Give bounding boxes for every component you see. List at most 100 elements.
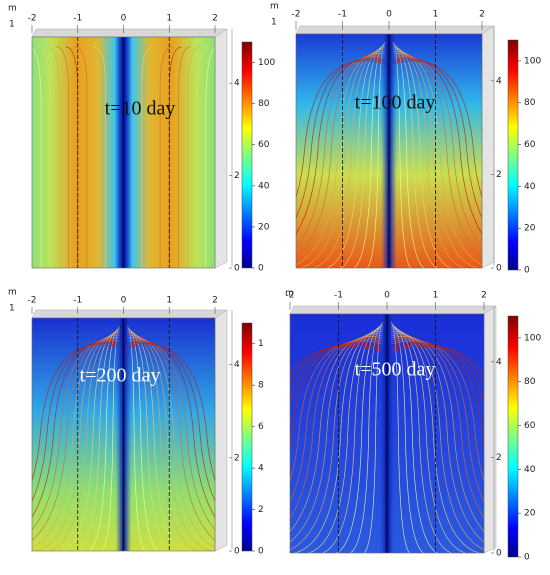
x-tick-label: 0 <box>386 10 392 20</box>
x-tick-label: -2 <box>28 296 37 306</box>
contour-line <box>390 331 480 553</box>
contour-line <box>159 46 173 268</box>
colorbar-tick-label: 80 <box>524 377 536 387</box>
contour-line <box>390 325 438 553</box>
corner-label: 1 <box>9 304 15 314</box>
colorbar-tick-label: 60 <box>524 421 536 431</box>
contour-line <box>313 49 386 268</box>
x-tick-label: -1 <box>73 14 82 24</box>
unit-label: m <box>270 2 279 12</box>
x-tick-label: -1 <box>338 10 347 20</box>
y-tick-label: 4 <box>234 360 240 370</box>
contour-line <box>84 46 97 268</box>
contour-line <box>127 336 215 549</box>
colorbar-tick-label: 20 <box>524 509 536 519</box>
colorbar-tick-label: 0 <box>258 264 264 274</box>
colorbar-tick-label: 40 <box>524 465 536 475</box>
x-tick-label: 2 <box>479 10 485 20</box>
y-tick-label: 4 <box>496 357 502 367</box>
contour-line <box>49 333 120 551</box>
colorbar <box>241 41 253 269</box>
y-tick-label: 4 <box>496 76 502 86</box>
colorbar-tick-label: 8 <box>258 381 264 391</box>
colorbar-tick-label: 60 <box>258 140 270 150</box>
panel: -2 -1 0 1 2 0 2 4 m 1 0 2 4 6 8 1 t=200 day <box>8 288 264 557</box>
colorbar <box>507 315 519 558</box>
contours <box>32 325 215 551</box>
y-tick-label: 0 <box>234 264 240 274</box>
contour-line <box>178 46 191 268</box>
colorbar-tick-label: 0 <box>524 266 530 276</box>
plot-frame <box>31 36 216 269</box>
y-tick-label: 2 <box>234 453 240 463</box>
x-tick-label: -1 <box>334 291 343 301</box>
box-top <box>295 25 495 35</box>
x-tick-label: 2 <box>212 296 218 306</box>
contour-line <box>56 46 69 268</box>
colorbar-tick-label: 100 <box>524 56 541 66</box>
box-top <box>289 305 497 315</box>
contour-line <box>350 323 384 553</box>
contour-line <box>390 323 424 553</box>
contour-line <box>93 46 106 268</box>
colorbar-tick-label: 100 <box>524 333 541 343</box>
contour-line <box>196 46 209 268</box>
contour-line <box>392 45 438 268</box>
x-tick-label: 2 <box>481 291 487 301</box>
contours <box>296 41 482 268</box>
unit-label: m <box>8 4 17 14</box>
contour-line <box>296 60 386 199</box>
y-tick-label: 4 <box>234 79 240 89</box>
box-side <box>214 28 228 269</box>
x-tick-label: 1 <box>433 291 439 301</box>
unit-label: m <box>8 288 17 298</box>
y-tick-label: 2 <box>496 170 502 180</box>
box-side <box>214 309 228 552</box>
y-tick-label: 0 <box>496 549 502 559</box>
contour-line <box>127 344 215 482</box>
x-tick-label: 1 <box>166 296 172 306</box>
unit-label: m <box>285 289 294 299</box>
x-tick-label: 2 <box>212 14 218 24</box>
box-top <box>31 309 228 319</box>
plot-frame <box>295 33 483 269</box>
plot-frame <box>289 313 485 554</box>
contour-line <box>336 325 384 553</box>
contour-line <box>47 46 60 268</box>
y-tick-label: 0 <box>496 264 502 274</box>
contour-line <box>127 329 172 551</box>
colorbar-tick-label: 2 <box>258 505 264 515</box>
x-tick-label: -2 <box>286 291 295 301</box>
plot-frame <box>31 317 216 552</box>
colorbar-tick-label: 80 <box>258 99 270 109</box>
contour-line <box>75 329 120 551</box>
colorbar-tick-label: 20 <box>524 224 536 234</box>
contour-line <box>390 345 484 376</box>
x-tick-label: 1 <box>433 10 439 20</box>
x-tick-label: 0 <box>121 14 127 24</box>
x-tick-label: -1 <box>73 296 82 306</box>
colorbar-tick-label: 1 <box>258 339 264 349</box>
x-tick-label: -2 <box>28 14 37 24</box>
y-tick-label: 2 <box>234 171 240 181</box>
x-tick-label: -2 <box>292 10 301 20</box>
x-tick-label: 0 <box>384 291 390 301</box>
contour-line <box>32 336 120 549</box>
box-top <box>31 28 228 38</box>
colorbar-tick-label: 100 <box>258 58 275 68</box>
colorbar-tick-label: 40 <box>258 181 270 191</box>
contour-line <box>290 345 384 376</box>
colorbar-tick-label: 20 <box>258 222 270 232</box>
contour-line <box>187 46 200 268</box>
contour-line <box>32 344 120 482</box>
contour-line <box>390 329 466 553</box>
contour-line <box>392 49 465 268</box>
contour-line <box>340 45 386 268</box>
x-tick-label: 1 <box>166 14 172 24</box>
contour-line <box>150 46 163 268</box>
contour-line <box>127 338 215 541</box>
